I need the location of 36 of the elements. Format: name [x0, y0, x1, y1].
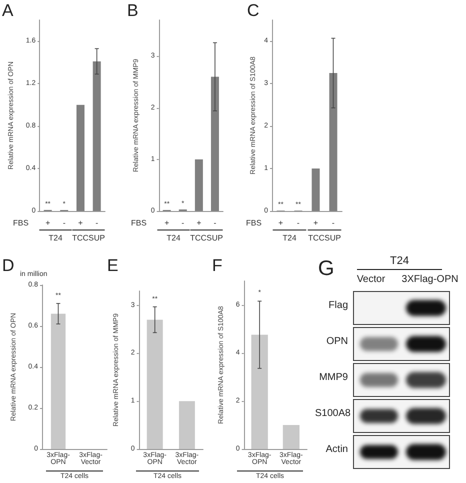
x-tick-label: - [95, 218, 98, 228]
text: FBS [13, 218, 29, 228]
x-tick-label: - [182, 218, 185, 228]
text: TCCSUP [190, 234, 223, 242]
text: TCCSUP [72, 234, 105, 242]
chart-title: D [2, 256, 14, 275]
text: FBS [131, 218, 147, 228]
text: T24 [389, 255, 410, 267]
text: Actin [324, 444, 348, 455]
chart-title: B [127, 1, 138, 20]
text: FBS [246, 218, 262, 228]
text: G [318, 257, 334, 281]
x-tick-label: + [278, 218, 284, 228]
chart-title: F [212, 256, 222, 275]
text: S100A8 [315, 408, 351, 419]
x-tick-label: + [164, 218, 170, 228]
chart-title: C [247, 1, 260, 20]
text: OPN [325, 336, 348, 347]
x-tick-label: - [332, 218, 335, 228]
text: MMP9 [318, 372, 348, 383]
text: Vector [356, 274, 386, 285]
text: TCCSUP [308, 234, 341, 242]
x-tick-label: - [214, 218, 217, 228]
x-tick-label: + [45, 218, 50, 228]
x-tick-label: + [313, 218, 318, 228]
chart-title: A [2, 1, 14, 20]
text: T24 [166, 234, 181, 242]
x-tick-label: + [196, 218, 202, 228]
chart-title: E [107, 256, 118, 275]
x-tick-label: + [78, 218, 84, 228]
text: 3XFlag-OPN [400, 274, 460, 285]
text: T24 [48, 234, 63, 242]
text: Flag [328, 300, 348, 311]
text: T24 [282, 234, 297, 242]
x-tick-label: - [296, 218, 300, 228]
x-tick-label: - [62, 218, 66, 228]
